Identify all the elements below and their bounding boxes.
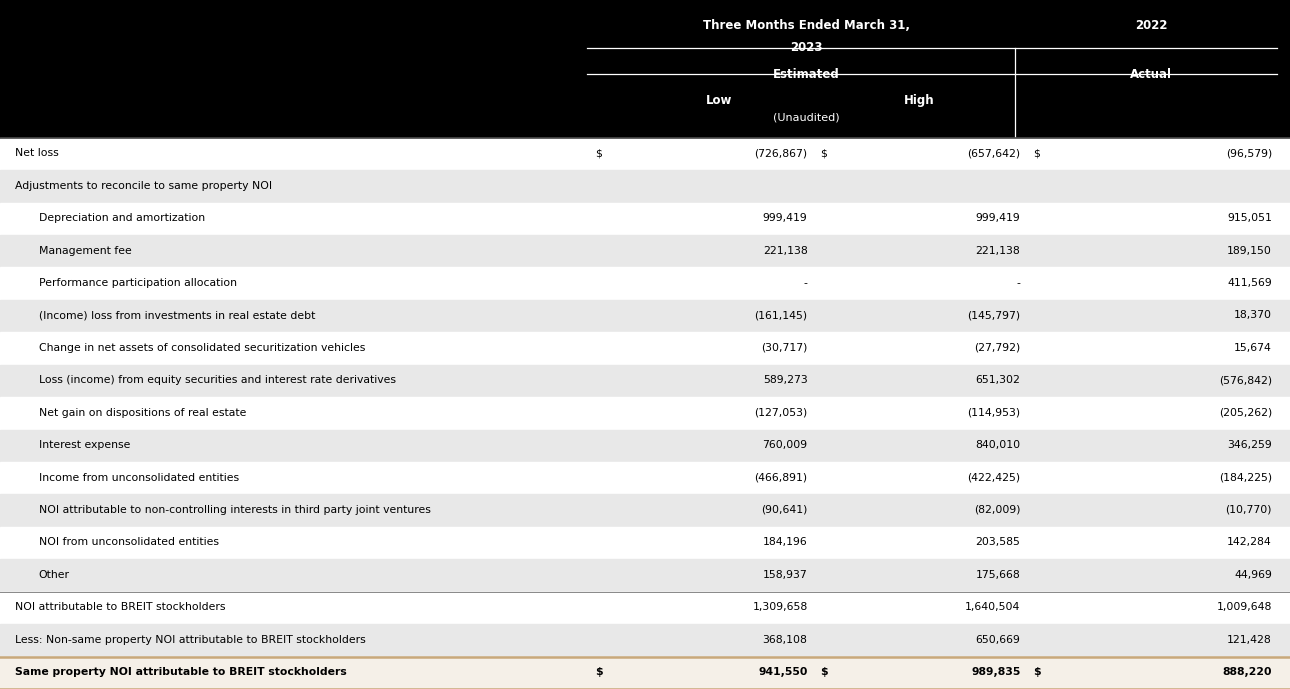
- Text: 941,550: 941,550: [759, 667, 808, 677]
- Text: 44,969: 44,969: [1235, 570, 1272, 580]
- Text: (205,262): (205,262): [1219, 408, 1272, 418]
- Bar: [0, 170, 1290, 203]
- Bar: [0, 592, 1290, 624]
- Text: $: $: [595, 148, 601, 158]
- Bar: [0, 462, 1290, 495]
- Text: (10,770): (10,770): [1226, 505, 1272, 515]
- Text: 158,937: 158,937: [762, 570, 808, 580]
- Bar: [0, 267, 1290, 300]
- Text: Low: Low: [706, 94, 733, 107]
- Text: 411,569: 411,569: [1227, 278, 1272, 288]
- Text: Actual: Actual: [1130, 68, 1173, 81]
- Text: (657,642): (657,642): [968, 148, 1020, 158]
- Text: 18,370: 18,370: [1235, 311, 1272, 320]
- Text: Performance participation allocation: Performance participation allocation: [39, 278, 236, 288]
- Text: (466,891): (466,891): [755, 473, 808, 482]
- Text: 346,259: 346,259: [1227, 440, 1272, 450]
- Text: 915,051: 915,051: [1227, 213, 1272, 223]
- Text: 760,009: 760,009: [762, 440, 808, 450]
- Text: $: $: [595, 667, 602, 677]
- Text: Other: Other: [39, 570, 70, 580]
- Text: (127,053): (127,053): [755, 408, 808, 418]
- Text: Management fee: Management fee: [39, 245, 132, 256]
- Text: (Income) loss from investments in real estate debt: (Income) loss from investments in real e…: [39, 311, 315, 320]
- Bar: [0, 527, 1290, 559]
- Text: 2022: 2022: [1135, 19, 1167, 32]
- Bar: [0, 300, 1290, 332]
- Text: Adjustments to reconcile to same property NOI: Adjustments to reconcile to same propert…: [15, 181, 272, 191]
- Text: Less: Non-same property NOI attributable to BREIT stockholders: Less: Non-same property NOI attributable…: [15, 635, 366, 645]
- Text: Income from unconsolidated entities: Income from unconsolidated entities: [39, 473, 239, 482]
- Text: 368,108: 368,108: [762, 635, 808, 645]
- Bar: [0, 0, 1290, 138]
- Text: (422,425): (422,425): [968, 473, 1020, 482]
- Text: (96,579): (96,579): [1226, 148, 1272, 158]
- Text: (145,797): (145,797): [968, 311, 1020, 320]
- Text: $: $: [1033, 667, 1041, 677]
- Bar: [0, 364, 1290, 397]
- Text: 999,419: 999,419: [975, 213, 1020, 223]
- Text: 1,309,658: 1,309,658: [752, 602, 808, 613]
- Bar: [0, 332, 1290, 364]
- Text: 650,669: 650,669: [975, 635, 1020, 645]
- Text: 1,640,504: 1,640,504: [965, 602, 1020, 613]
- Text: Same property NOI attributable to BREIT stockholders: Same property NOI attributable to BREIT …: [15, 667, 347, 677]
- Text: 840,010: 840,010: [975, 440, 1020, 450]
- Text: (Unaudited): (Unaudited): [773, 113, 840, 123]
- Text: 651,302: 651,302: [975, 376, 1020, 385]
- Text: 989,835: 989,835: [971, 667, 1020, 677]
- Text: 221,138: 221,138: [762, 245, 808, 256]
- Text: Change in net assets of consolidated securitization vehicles: Change in net assets of consolidated sec…: [39, 343, 365, 353]
- Text: 15,674: 15,674: [1235, 343, 1272, 353]
- Bar: [0, 138, 1290, 170]
- Bar: [0, 657, 1290, 689]
- Text: 2023: 2023: [789, 41, 823, 54]
- Text: -: -: [804, 278, 808, 288]
- Text: NOI from unconsolidated entities: NOI from unconsolidated entities: [39, 537, 219, 547]
- Text: Interest expense: Interest expense: [39, 440, 130, 450]
- Text: Three Months Ended March 31,: Three Months Ended March 31,: [703, 19, 909, 32]
- Text: -: -: [1017, 278, 1020, 288]
- Text: 589,273: 589,273: [762, 376, 808, 385]
- Bar: [0, 203, 1290, 235]
- Text: (184,225): (184,225): [1219, 473, 1272, 482]
- Text: $: $: [820, 667, 828, 677]
- Text: (576,842): (576,842): [1219, 376, 1272, 385]
- Text: NOI attributable to non-controlling interests in third party joint ventures: NOI attributable to non-controlling inte…: [39, 505, 431, 515]
- Text: Net gain on dispositions of real estate: Net gain on dispositions of real estate: [39, 408, 246, 418]
- Text: 184,196: 184,196: [762, 537, 808, 547]
- Text: (30,717): (30,717): [761, 343, 808, 353]
- Text: 175,668: 175,668: [975, 570, 1020, 580]
- Text: $: $: [820, 148, 827, 158]
- Bar: [0, 235, 1290, 267]
- Text: 1,009,648: 1,009,648: [1216, 602, 1272, 613]
- Text: (726,867): (726,867): [755, 148, 808, 158]
- Text: 121,428: 121,428: [1227, 635, 1272, 645]
- Bar: [0, 430, 1290, 462]
- Text: 189,150: 189,150: [1227, 245, 1272, 256]
- Text: 221,138: 221,138: [975, 245, 1020, 256]
- Text: 142,284: 142,284: [1227, 537, 1272, 547]
- Text: Estimated: Estimated: [773, 68, 840, 81]
- Text: Depreciation and amortization: Depreciation and amortization: [39, 213, 205, 223]
- Text: NOI attributable to BREIT stockholders: NOI attributable to BREIT stockholders: [15, 602, 226, 613]
- Text: (90,641): (90,641): [761, 505, 808, 515]
- Text: (27,792): (27,792): [974, 343, 1020, 353]
- Bar: [0, 624, 1290, 657]
- Text: (114,953): (114,953): [968, 408, 1020, 418]
- Text: Net loss: Net loss: [15, 148, 59, 158]
- Text: High: High: [904, 94, 934, 107]
- Text: 888,220: 888,220: [1223, 667, 1272, 677]
- Text: 203,585: 203,585: [975, 537, 1020, 547]
- Text: 999,419: 999,419: [762, 213, 808, 223]
- Bar: [0, 397, 1290, 430]
- Text: Loss (income) from equity securities and interest rate derivatives: Loss (income) from equity securities and…: [39, 376, 396, 385]
- Text: (161,145): (161,145): [755, 311, 808, 320]
- Bar: [0, 495, 1290, 527]
- Bar: [0, 559, 1290, 592]
- Text: $: $: [1033, 148, 1040, 158]
- Text: (82,009): (82,009): [974, 505, 1020, 515]
